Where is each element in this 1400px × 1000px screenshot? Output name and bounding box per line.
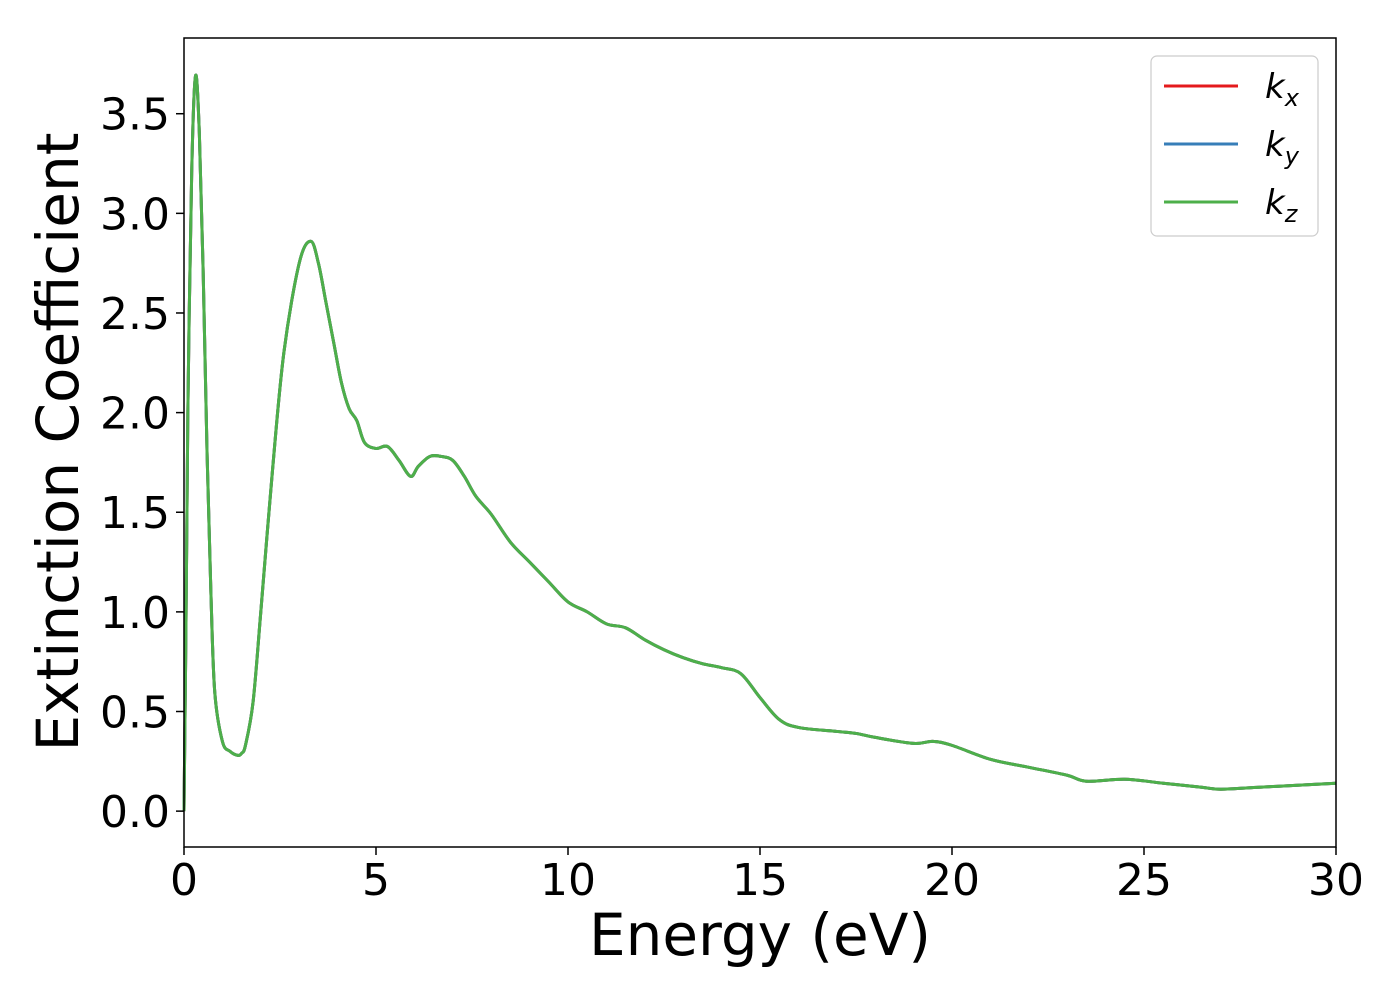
y-axis-title: Extinction Coefficient [24,133,92,752]
series-line-kz [182,73,1337,812]
x-axis-title: Energy (eV) [589,901,931,969]
y-tick-label: 0.0 [100,787,170,838]
x-tick-label: 10 [540,855,596,906]
y-axis: 0.0 0.5 1.0 1.5 2.0 2.5 3.0 3.5 [100,90,184,838]
y-tick-label: 3.5 [100,90,170,141]
x-axis: 0 5 10 15 20 25 30 [170,847,1364,906]
y-tick-label: 0.5 [100,688,170,739]
y-tick-label: 1.5 [100,488,170,539]
x-tick-label: 0 [170,855,198,906]
series-layer [182,73,1337,812]
x-tick-label: 5 [362,855,390,906]
y-tick-label: 2.0 [100,389,170,440]
y-tick-label: 1.0 [100,588,170,639]
x-tick-label: 15 [732,855,788,906]
x-tick-label: 20 [924,855,980,906]
y-tick-label: 2.5 [100,289,170,340]
x-tick-label: 25 [1116,855,1172,906]
x-tick-label: 30 [1308,855,1364,906]
y-tick-label: 3.0 [100,189,170,240]
legend-box [1150,55,1319,237]
